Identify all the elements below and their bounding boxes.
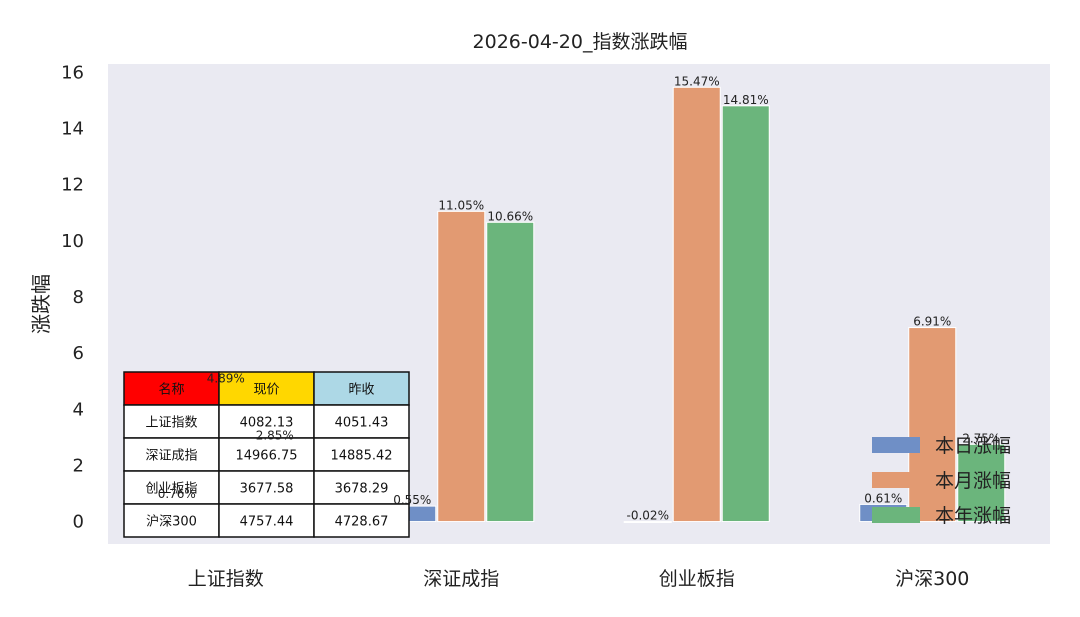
table-cell-text: 4082.13 — [240, 416, 294, 431]
data-label: -0.02% — [627, 509, 669, 523]
table-cell — [218, 404, 315, 439]
table-cell-text: 4757.44 — [240, 515, 294, 530]
data-label: 14.81% — [723, 93, 769, 107]
legend-swatch — [872, 437, 920, 453]
legend-swatch — [872, 472, 920, 488]
y-axis-label: 涨跌幅 — [29, 274, 53, 334]
legend-swatch — [872, 507, 920, 523]
table-cell — [313, 404, 410, 439]
table-cell-text: 3678.29 — [335, 482, 389, 497]
table-cell-text: 沪深300 — [146, 514, 197, 530]
table-cell-text: 14885.42 — [330, 449, 392, 464]
table-header-cell — [123, 371, 220, 406]
y-tick-label: 6 — [73, 343, 84, 364]
table-cell — [123, 503, 220, 538]
bar-1-3 — [623, 521, 672, 524]
data-label: 0.55% — [393, 493, 431, 507]
x-category-label: 沪深300 — [895, 568, 969, 590]
data-label: 4.89% — [207, 371, 245, 385]
y-tick-label: 10 — [61, 231, 84, 252]
table-cell — [123, 470, 220, 505]
table-cell-text: 创业板指 — [145, 482, 197, 497]
table-header-cell — [313, 371, 410, 406]
data-label: 2.85% — [256, 429, 294, 443]
bar-3-3 — [721, 105, 770, 523]
chart-title: 2026-04-20_指数涨跌幅 — [473, 31, 688, 53]
y-tick-label: 4 — [73, 399, 84, 420]
data-label: 11.05% — [438, 198, 484, 212]
table-header-text: 昨收 — [348, 383, 374, 398]
table-cell-text: 3677.58 — [240, 482, 294, 497]
bar-2-3 — [672, 86, 721, 523]
data-label: 10.66% — [487, 209, 533, 223]
table-header-text: 现价 — [253, 383, 279, 398]
table-cell-text: 深证成指 — [145, 449, 197, 464]
table-cell — [313, 470, 410, 505]
y-tick-label: 12 — [61, 175, 84, 196]
data-label: 6.91% — [913, 315, 951, 329]
legend-label: 本年涨幅 — [935, 505, 1011, 527]
legend-label: 本日涨幅 — [935, 435, 1011, 457]
y-tick-label: 14 — [61, 119, 84, 140]
table-cell-text: 4051.43 — [335, 416, 389, 431]
y-tick-label: 8 — [73, 287, 84, 308]
table-cell — [218, 470, 315, 505]
y-tick-label: 0 — [73, 512, 84, 533]
data-label: 0.61% — [864, 491, 902, 505]
table-cell — [123, 437, 220, 472]
table-cell — [218, 437, 315, 472]
table-cell-text: 4728.67 — [335, 515, 389, 530]
data-label: 2.75% — [962, 431, 1000, 445]
table-cell-text: 14966.75 — [235, 449, 297, 464]
table-cell — [313, 503, 410, 538]
y-tick-label: 2 — [73, 455, 84, 476]
x-category-label: 上证指数 — [188, 568, 264, 590]
data-labels: 0.76% 4.89% 2.85% 0.55% 11.05%10.66% -0.02% 15… — [158, 74, 1001, 522]
bar-3-2 — [486, 221, 535, 523]
x-axis-categories: 上证指数 深证成指 创业板指 沪深300 — [188, 568, 970, 590]
bar-2-4 — [908, 327, 957, 523]
x-category-label: 深证成指 — [423, 568, 499, 590]
table-cell-text: 上证指数 — [145, 416, 197, 431]
bar-3-4 — [957, 443, 1006, 523]
table-cell — [218, 503, 315, 538]
legend-label: 本月涨幅 — [935, 470, 1011, 492]
bar-2-2 — [437, 210, 486, 523]
data-label: 0.76% — [158, 487, 196, 501]
y-tick-label: 16 — [61, 62, 84, 83]
x-category-label: 创业板指 — [659, 568, 735, 590]
y-axis-ticks: 0 2 4 6 8 10 12 14 16 — [61, 62, 84, 532]
table-header-text: 名称 — [158, 382, 184, 398]
data-label: 15.47% — [674, 74, 720, 88]
